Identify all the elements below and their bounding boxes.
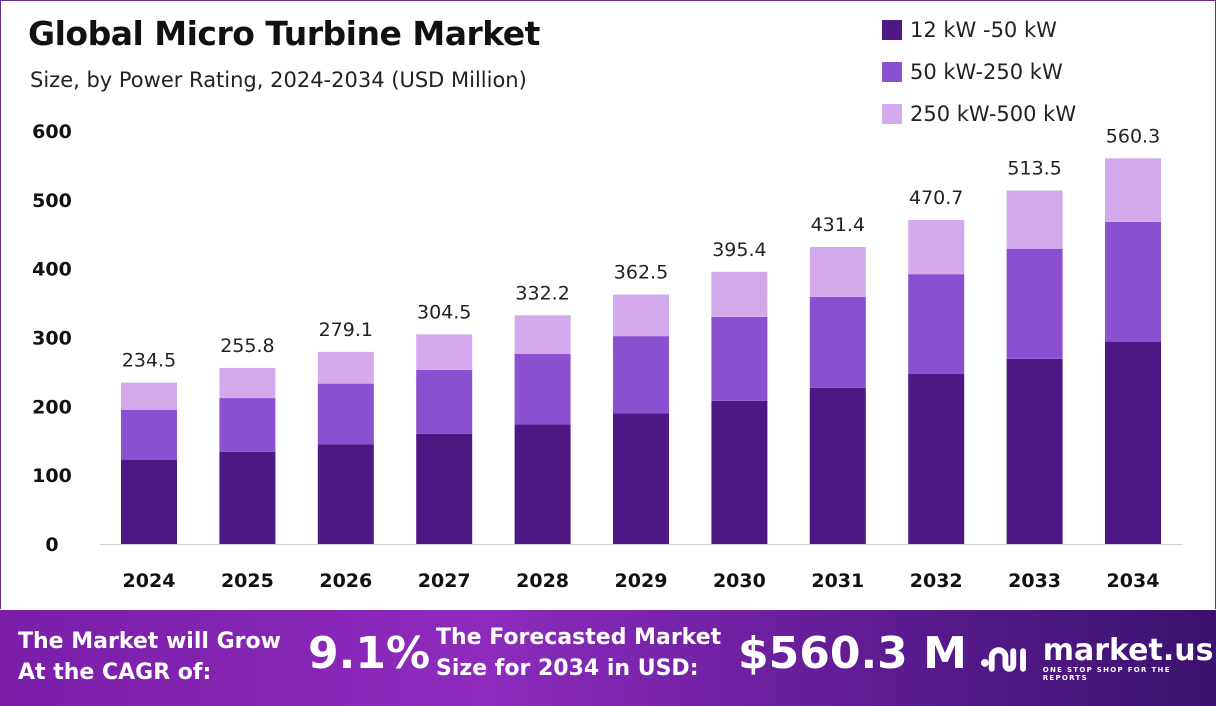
x-tick-label: 2034 [1107, 570, 1160, 592]
brand-tagline: ONE STOP SHOP FOR THE REPORTS [1042, 666, 1171, 682]
bar-segment-2028-series-2 [514, 315, 571, 355]
bar-segment-2031-series-0 [809, 387, 866, 544]
y-tick-label: 600 [32, 121, 72, 143]
total-label: 513.5 [1007, 158, 1061, 180]
bar-segment-2030-series-1 [711, 316, 768, 401]
x-tick-label: 2027 [418, 570, 471, 592]
bar-segment-2029-series-0 [613, 413, 669, 544]
bar-segment-2034-series-2 [1105, 158, 1161, 222]
total-label: 255.8 [220, 335, 274, 357]
bar-segment-2024-series-0 [121, 460, 177, 544]
x-tick-label: 2032 [910, 570, 963, 592]
total-label: 395.4 [712, 239, 766, 261]
brand-logo-icon [980, 647, 1026, 672]
y-tick-label: 100 [32, 465, 72, 487]
footer-banner: The Market will Grow At the CAGR of: 9.1%… [0, 610, 1216, 706]
cagr-label-line2: At the CAGR of: [18, 660, 212, 685]
bar-segment-2032-series-2 [908, 220, 965, 275]
bar-segment-2033-series-0 [1006, 358, 1063, 544]
forecast-label: The Forecasted Market Size for 2034 in US… [436, 622, 721, 684]
bar-segment-2030-series-2 [711, 271, 768, 317]
cagr-label: The Market will Grow At the CAGR of: [18, 626, 281, 688]
bar-chart: 0 100 200 300 400 500 600 234.5 2024 255.8 2025 279… [32, 121, 1183, 592]
total-label: 560.3 [1106, 125, 1160, 147]
bar-segment-2024-series-2 [121, 382, 177, 410]
total-label: 234.5 [122, 350, 176, 372]
legend-item-250-500kw: 250 kW-500 kW [882, 102, 1076, 126]
legend-item-12-50kw: 12 kW -50 kW [882, 18, 1057, 42]
bar-segment-2026-series-0 [317, 444, 374, 544]
legend-swatch [882, 62, 902, 82]
bar-segment-2026-series-2 [317, 351, 374, 384]
forecast-value: $560.3 M [738, 628, 967, 679]
forecast-label-line1: The Forecasted Market [436, 625, 722, 650]
bar-segment-2029-series-1 [613, 336, 669, 414]
legend-swatch [882, 104, 902, 124]
bar-segment-2028-series-0 [514, 424, 571, 544]
total-label: 431.4 [811, 214, 865, 236]
x-tick-label: 2029 [615, 570, 668, 592]
bar-segment-2025-series-2 [219, 367, 276, 399]
legend-item-50-250kw: 50 kW-250 kW [882, 60, 1063, 84]
x-tick-label: 2028 [516, 570, 569, 592]
x-tick-label: 2030 [713, 570, 766, 592]
bar-segment-2030-series-0 [711, 400, 768, 544]
y-tick-label: 300 [32, 328, 72, 350]
bar-segment-2024-series-1 [121, 409, 177, 461]
bar-segment-2034-series-0 [1105, 341, 1161, 544]
total-label: 279.1 [319, 319, 373, 341]
cagr-label-line1: The Market will Grow [18, 629, 281, 654]
bar-segment-2029-series-2 [613, 294, 669, 337]
bar-segment-2032-series-0 [908, 373, 965, 544]
total-label: 470.7 [909, 187, 963, 209]
bar-segment-2032-series-1 [908, 274, 965, 374]
brand-name: market.us [1042, 633, 1214, 668]
bar-segment-2033-series-1 [1006, 248, 1063, 359]
x-tick-label: 2033 [1008, 570, 1061, 592]
bar-segment-2028-series-1 [514, 354, 571, 425]
bar-segment-2027-series-2 [416, 334, 473, 370]
x-tick-label: 2031 [811, 570, 864, 592]
forecast-label-line2: Size for 2034 in USD: [436, 656, 699, 681]
bar-segment-2033-series-2 [1006, 190, 1063, 249]
bar-segment-2027-series-1 [416, 369, 473, 434]
x-tick-label: 2026 [319, 570, 372, 592]
x-tick-label: 2025 [221, 570, 274, 592]
y-tick-label: 500 [32, 190, 72, 212]
legend-label: 250 kW-500 kW [910, 102, 1077, 126]
brand-logo: market.us ONE STOP SHOP FOR THE REPORTS [980, 636, 1216, 682]
cagr-value: 9.1% [308, 628, 431, 679]
legend-swatch [882, 20, 902, 40]
legend-label: 50 kW-250 kW [910, 60, 1063, 84]
bar-segment-2031-series-2 [809, 247, 866, 297]
bar-segment-2025-series-0 [219, 451, 276, 544]
x-tick-label: 2024 [123, 570, 176, 592]
bar-segment-2034-series-1 [1105, 221, 1161, 342]
total-label: 304.5 [417, 301, 471, 323]
bar-segment-2026-series-1 [317, 383, 374, 445]
bar-segment-2027-series-0 [416, 433, 473, 544]
y-tick-label: 400 [32, 259, 72, 281]
total-label: 362.5 [614, 261, 668, 283]
y-tick-label: 200 [32, 396, 72, 418]
legend-label: 12 kW -50 kW [910, 18, 1057, 42]
chart-subtitle: Size, by Power Rating, 2024-2034 (USD Mi… [30, 68, 527, 92]
bar-segment-2025-series-1 [219, 398, 276, 452]
bar-segment-2031-series-1 [809, 296, 866, 388]
chart-title: Global Micro Turbine Market [28, 14, 540, 53]
total-label: 332.2 [515, 282, 569, 304]
y-tick-label: 0 [45, 534, 58, 556]
